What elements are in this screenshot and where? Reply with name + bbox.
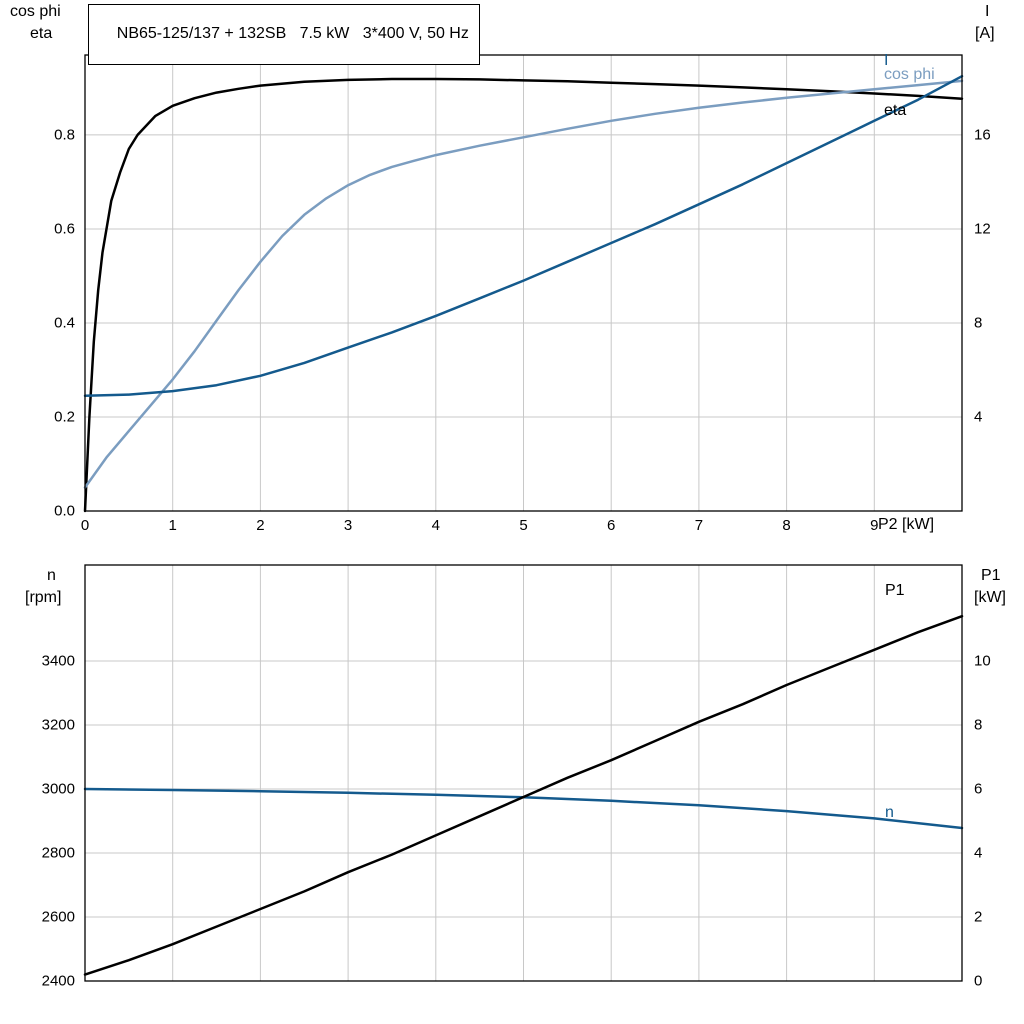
tick-label: 12 (974, 220, 991, 238)
series-label-current: I (884, 52, 889, 69)
tick-label: 2600 (41, 908, 75, 926)
top-left-axis-title-cos-phi: cos phi (10, 3, 61, 20)
tick-label: 9 (870, 517, 879, 534)
series-label-p1: P1 (885, 582, 905, 599)
series-label-eta: eta (884, 102, 907, 119)
tick-label: 3000 (41, 780, 75, 798)
tick-label: 2800 (41, 844, 75, 862)
tick-label: 8 (974, 314, 983, 332)
tick-label: 3200 (41, 716, 75, 734)
chart-title: NB65-125/137 + 132SB 7.5 kW 3*400 V, 50 … (116, 25, 469, 42)
tick-label: 8 (782, 517, 791, 534)
curve-P1 (83, 614, 964, 976)
tick-label: 2 (974, 908, 983, 926)
curve-I (83, 74, 964, 398)
tick-label: 0.6 (54, 220, 75, 238)
tick-label: 4 (431, 517, 440, 534)
series-label-cos-phi: cos phi (884, 66, 935, 83)
tick-label: 3 (343, 517, 353, 534)
bottom-right-axis-unit-kw: [kW] (974, 589, 1006, 606)
tick-label: 2 (256, 517, 265, 534)
curve-cos-phi (83, 79, 964, 489)
curve-eta (83, 77, 964, 513)
top-right-axis-title-current: I (985, 3, 990, 20)
tick-label: 16 (974, 126, 991, 144)
tick-label: 6 (607, 517, 616, 534)
tick-label: 0.8 (54, 126, 75, 144)
tick-label: 0 (974, 972, 983, 990)
tick-label: 4 (974, 408, 983, 426)
bottom-left-axis-title-n: n (47, 567, 56, 584)
tick-label: 6 (974, 780, 983, 798)
bottom-left-axis-unit-rpm: [rpm] (25, 589, 62, 606)
tick-label: 0 (80, 517, 90, 534)
tick-label: 3400 (41, 652, 75, 670)
tick-label: 0.2 (54, 408, 75, 426)
tick-label: 7 (694, 517, 704, 534)
bottom-right-axis-title-p1: P1 (981, 567, 1001, 584)
top-right-axis-unit-amps: [A] (975, 25, 995, 42)
tick-label: 0.4 (54, 314, 75, 332)
x-axis-title-p2: P2 [kW] (878, 516, 935, 533)
tick-label: 10 (974, 652, 991, 670)
tick-label: 8 (974, 716, 983, 734)
tick-label: 0.0 (54, 502, 75, 520)
tick-label: 4 (974, 844, 983, 862)
top-left-axis-title-eta: eta (30, 25, 53, 42)
tick-label: 1 (168, 517, 177, 534)
series-label-n: n (885, 804, 894, 821)
tick-label: 2400 (41, 972, 75, 990)
chart-title-box: NB65-125/137 + 132SB 7.5 kW 3*400 V, 50 … (88, 4, 480, 65)
tick-label: 5 (519, 517, 528, 534)
